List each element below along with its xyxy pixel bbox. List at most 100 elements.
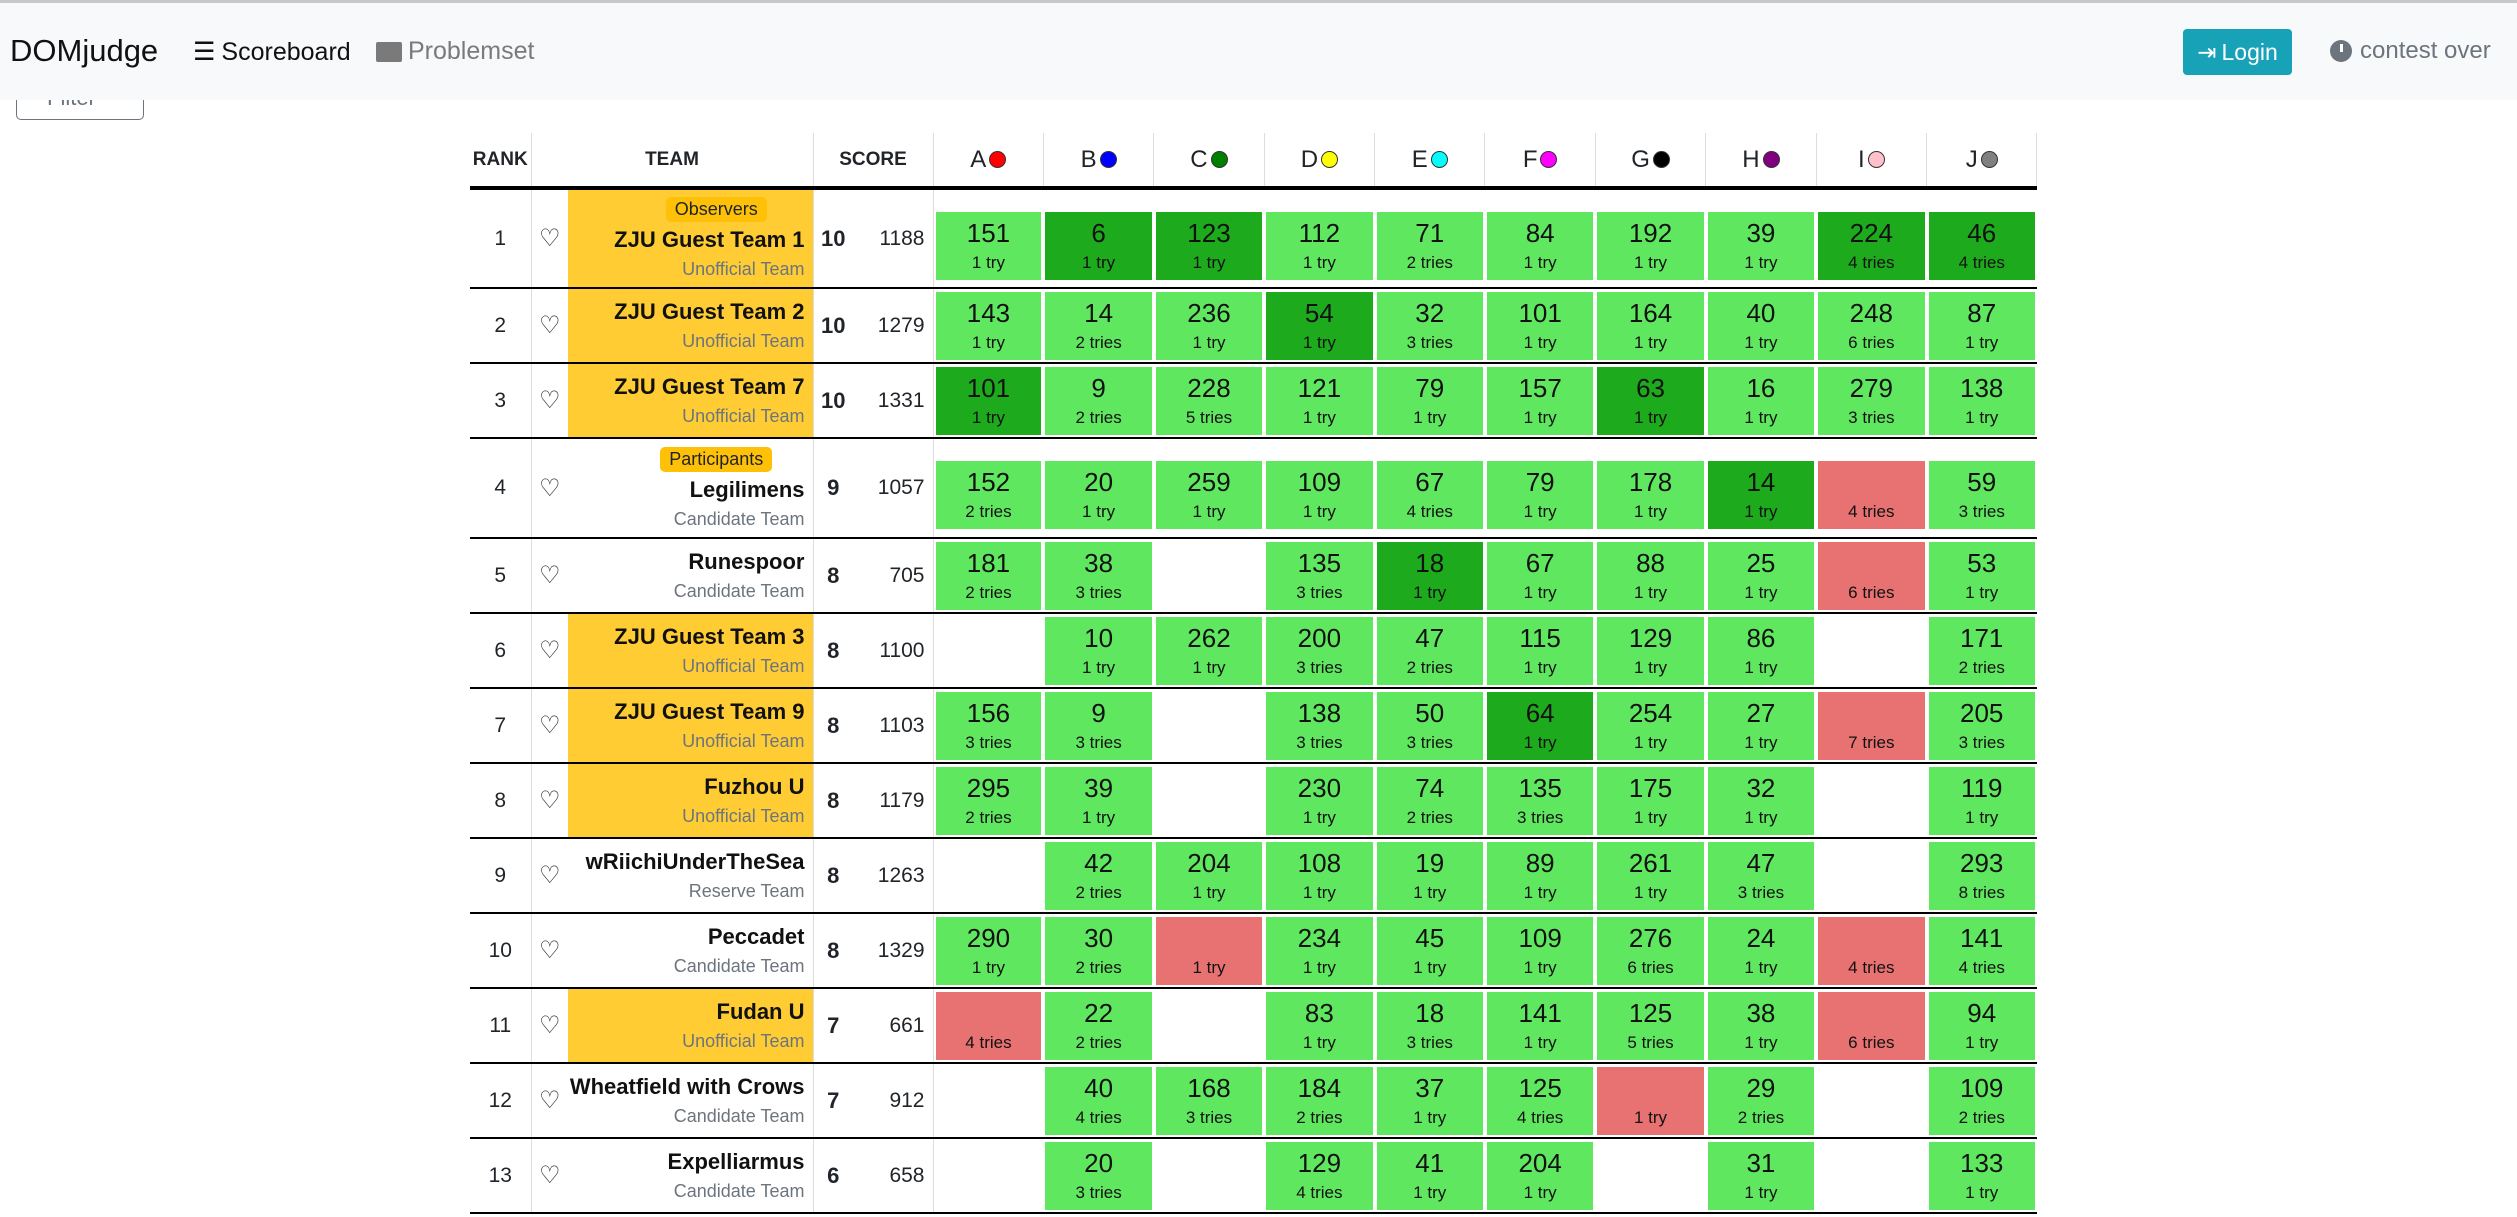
team-cell[interactable]: Peccadet Candidate Team: [568, 913, 814, 989]
solved-cell[interactable]: 205 3 tries: [1928, 691, 2035, 760]
solved-cell[interactable]: 101 1 try: [1486, 291, 1594, 360]
table-row[interactable]: 7 ♡ ZJU Guest Team 9 Unofficial Team 8 1103 15…: [470, 688, 2037, 764]
solved-cell[interactable]: 32 3 tries: [1376, 291, 1483, 360]
team-cell[interactable]: Observers ZJU Guest Team 1 Unofficial Team: [568, 188, 814, 289]
team-cell[interactable]: Participants Legilimens Candidate Team: [568, 438, 814, 539]
solved-cell[interactable]: 228 5 tries: [1155, 366, 1263, 435]
first-solve-cell[interactable]: 63 1 try: [1597, 366, 1704, 435]
solved-cell[interactable]: 133 1 try: [1928, 1141, 2035, 1210]
failed-cell[interactable]: 6 tries: [1818, 541, 1925, 610]
solved-cell[interactable]: 32 1 try: [1707, 766, 1815, 835]
solved-cell[interactable]: 20 1 try: [1045, 461, 1152, 529]
first-solve-cell[interactable]: 46 4 tries: [1928, 211, 2035, 280]
solved-cell[interactable]: 40 4 tries: [1045, 1066, 1152, 1135]
solved-cell[interactable]: 14 2 tries: [1045, 291, 1152, 360]
solved-cell[interactable]: 141 4 tries: [1928, 916, 2035, 985]
solved-cell[interactable]: 109 1 try: [1266, 461, 1373, 529]
solved-cell[interactable]: 234 1 try: [1266, 916, 1373, 985]
solved-cell[interactable]: 200 3 tries: [1266, 616, 1373, 685]
solved-cell[interactable]: 40 1 try: [1707, 291, 1815, 360]
solved-cell[interactable]: 88 1 try: [1597, 541, 1704, 610]
solved-cell[interactable]: 171 2 tries: [1928, 616, 2035, 685]
problem-header-g[interactable]: G: [1595, 133, 1707, 190]
solved-cell[interactable]: 84 1 try: [1486, 211, 1594, 280]
team-name[interactable]: Fudan U: [716, 999, 805, 1024]
first-solve-cell[interactable]: 18 1 try: [1376, 541, 1483, 610]
nav-problemset[interactable]: Problemset: [376, 37, 534, 66]
solved-cell[interactable]: 30 2 tries: [1045, 916, 1152, 985]
solved-cell[interactable]: 125 4 tries: [1486, 1066, 1594, 1135]
solved-cell[interactable]: 108 1 try: [1266, 841, 1373, 910]
team-cell[interactable]: wRiichiUnderTheSea Reserve Team: [568, 838, 814, 914]
solved-cell[interactable]: 18 3 tries: [1376, 991, 1483, 1060]
table-row[interactable]: 11 ♡ Fudan U Unofficial Team 7 661 4 tries 22 2…: [470, 988, 2037, 1064]
solved-cell[interactable]: 175 1 try: [1597, 766, 1704, 835]
table-row[interactable]: 2 ♡ ZJU Guest Team 2 Unofficial Team 10 1279 1…: [470, 288, 2037, 364]
solved-cell[interactable]: 248 6 tries: [1818, 291, 1925, 360]
first-solve-cell[interactable]: 14 1 try: [1707, 461, 1815, 529]
team-name[interactable]: ZJU Guest Team 9: [614, 699, 805, 724]
team-name[interactable]: ZJU Guest Team 2: [614, 299, 805, 324]
failed-cell[interactable]: 1 try: [1155, 916, 1263, 985]
first-solve-cell[interactable]: 64 1 try: [1486, 691, 1594, 760]
solved-cell[interactable]: 135 3 tries: [1486, 766, 1594, 835]
solved-cell[interactable]: 38 3 tries: [1045, 541, 1152, 610]
solved-cell[interactable]: 143 1 try: [935, 291, 1042, 360]
solved-cell[interactable]: 31 1 try: [1707, 1141, 1815, 1210]
failed-cell[interactable]: 6 tries: [1818, 991, 1925, 1060]
solved-cell[interactable]: 115 1 try: [1486, 616, 1594, 685]
solved-cell[interactable]: 236 1 try: [1155, 291, 1263, 360]
table-row[interactable]: 9 ♡ wRiichiUnderTheSea Reserve Team 8 1263 42…: [470, 838, 2037, 914]
team-cell[interactable]: Fuzhou U Unofficial Team: [568, 763, 814, 839]
problem-header-b[interactable]: B: [1043, 133, 1155, 190]
solved-cell[interactable]: 38 1 try: [1707, 991, 1815, 1060]
team-cell[interactable]: ZJU Guest Team 7 Unofficial Team: [568, 363, 814, 439]
solved-cell[interactable]: 16 1 try: [1707, 366, 1815, 435]
solved-cell[interactable]: 181 2 tries: [935, 541, 1042, 610]
solved-cell[interactable]: 29 2 tries: [1707, 1066, 1815, 1135]
team-name[interactable]: Runespoor: [688, 549, 805, 574]
solved-cell[interactable]: 86 1 try: [1707, 616, 1815, 685]
team-name[interactable]: ZJU Guest Team 3: [614, 624, 805, 649]
heart-icon[interactable]: ♡: [538, 312, 561, 339]
table-row[interactable]: 4 ♡ Participants Legilimens Candidate Team 9 1…: [470, 438, 2037, 539]
failed-cell[interactable]: 4 tries: [1818, 916, 1925, 985]
solved-cell[interactable]: 121 1 try: [1266, 366, 1373, 435]
failed-cell[interactable]: 4 tries: [935, 991, 1042, 1060]
problem-header-f[interactable]: F: [1484, 133, 1596, 190]
team-cell[interactable]: Runespoor Candidate Team: [568, 538, 814, 614]
problem-header-h[interactable]: H: [1705, 133, 1817, 190]
heart-icon[interactable]: ♡: [538, 937, 561, 964]
solved-cell[interactable]: 138 1 try: [1928, 366, 2035, 435]
solved-cell[interactable]: 254 1 try: [1597, 691, 1704, 760]
solved-cell[interactable]: 42 2 tries: [1045, 841, 1152, 910]
solved-cell[interactable]: 151 1 try: [935, 211, 1042, 280]
team-name[interactable]: Expelliarmus: [667, 1149, 805, 1174]
solved-cell[interactable]: 37 1 try: [1376, 1066, 1483, 1135]
first-solve-cell[interactable]: 54 1 try: [1266, 291, 1373, 360]
heart-icon[interactable]: ♡: [538, 225, 561, 252]
table-row[interactable]: 8 ♡ Fuzhou U Unofficial Team 8 1179 295 2 tries…: [470, 763, 2037, 839]
team-name[interactable]: Legilimens: [689, 476, 805, 502]
nav-scoreboard[interactable]: ☰ Scoreboard: [193, 37, 351, 67]
team-name[interactable]: Fuzhou U: [704, 774, 805, 799]
solved-cell[interactable]: 9 3 tries: [1045, 691, 1152, 760]
solved-cell[interactable]: 41 1 try: [1376, 1141, 1483, 1210]
solved-cell[interactable]: 204 1 try: [1486, 1141, 1594, 1210]
heart-icon[interactable]: ♡: [538, 387, 561, 414]
solved-cell[interactable]: 10 1 try: [1045, 616, 1152, 685]
solved-cell[interactable]: 71 2 tries: [1376, 211, 1483, 280]
solved-cell[interactable]: 125 5 tries: [1597, 991, 1704, 1060]
problem-header-e[interactable]: E: [1374, 133, 1486, 190]
first-solve-cell[interactable]: 123 1 try: [1155, 211, 1263, 280]
solved-cell[interactable]: 67 1 try: [1486, 541, 1594, 610]
solved-cell[interactable]: 24 1 try: [1707, 916, 1815, 985]
team-cell[interactable]: ZJU Guest Team 3 Unofficial Team: [568, 613, 814, 689]
solved-cell[interactable]: 164 1 try: [1597, 291, 1704, 360]
solved-cell[interactable]: 168 3 tries: [1155, 1066, 1263, 1135]
solved-cell[interactable]: 47 3 tries: [1707, 841, 1815, 910]
failed-cell[interactable]: 4 tries: [1818, 461, 1925, 529]
team-name[interactable]: ZJU Guest Team 7: [614, 374, 805, 399]
heart-icon[interactable]: ♡: [538, 637, 561, 664]
solved-cell[interactable]: 138 3 tries: [1266, 691, 1373, 760]
